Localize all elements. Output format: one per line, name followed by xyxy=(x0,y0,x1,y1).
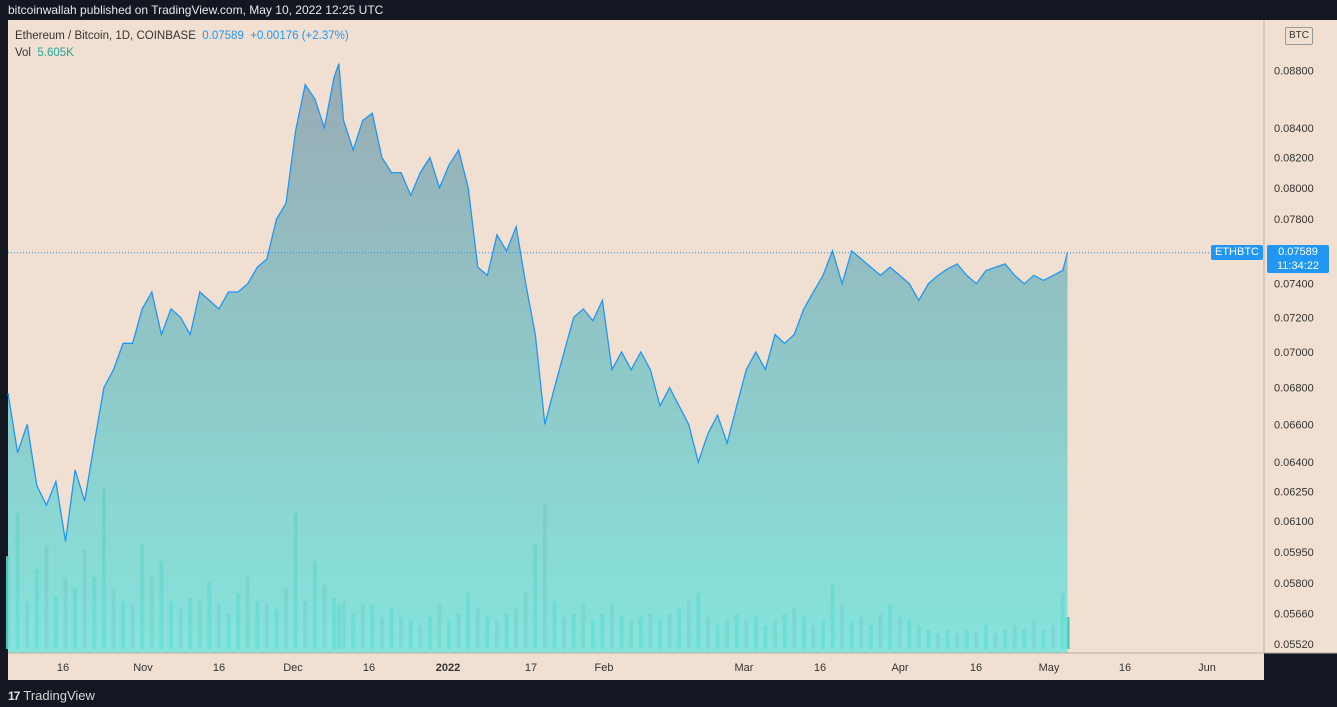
time-axis-background xyxy=(8,653,1264,680)
volume-legend[interactable]: Vol 5.605K xyxy=(15,47,74,59)
price-tick-label: 0.06400 xyxy=(1274,457,1314,469)
price-tick-label: 0.07800 xyxy=(1274,214,1314,226)
price-tick-label: 0.06600 xyxy=(1274,419,1314,431)
last-price-badge: 0.07589 11:34:22 xyxy=(1267,245,1329,273)
volume-value: 5.605K xyxy=(37,47,74,59)
price-tick-label: 0.06100 xyxy=(1274,516,1314,528)
time-tick-label: 2022 xyxy=(436,662,460,674)
price-tick-label: 0.05950 xyxy=(1274,547,1314,559)
price-tick-label: 0.08800 xyxy=(1274,66,1314,78)
price-tick-label: 0.08200 xyxy=(1274,153,1314,165)
currency-unit-button[interactable]: BTC xyxy=(1285,27,1313,45)
volume-label: Vol xyxy=(15,47,31,59)
price-tick-label: 0.06250 xyxy=(1274,486,1314,498)
price-axis-background xyxy=(1264,20,1337,653)
time-tick-label: Mar xyxy=(735,662,754,674)
brand-name: TradingView xyxy=(23,688,95,703)
price-tick-label: 0.05520 xyxy=(1274,639,1314,651)
last-price-badge-value: 0.07589 xyxy=(1278,246,1318,258)
time-tick-label: 16 xyxy=(970,662,982,674)
time-tick-label: May xyxy=(1039,662,1060,674)
time-tick-label: Dec xyxy=(283,662,303,674)
time-tick-label: 16 xyxy=(57,662,69,674)
time-tick-label: Nov xyxy=(133,662,153,674)
price-tick-label: 0.08000 xyxy=(1274,183,1314,195)
publisher-caption: bitcoinwallah published on TradingView.c… xyxy=(8,3,384,17)
symbol-badge: ETHBTC xyxy=(1211,245,1263,260)
price-tick-label: 0.07000 xyxy=(1274,347,1314,359)
time-tick-label: 16 xyxy=(213,662,225,674)
time-tick-label: 16 xyxy=(363,662,375,674)
time-tick-label: Feb xyxy=(595,662,614,674)
price-line xyxy=(7,63,1069,542)
price-tick-label: 0.06800 xyxy=(1274,383,1314,395)
price-tick-label: 0.05800 xyxy=(1274,578,1314,590)
time-tick-label: 16 xyxy=(1119,662,1131,674)
brand[interactable]: 17 TradingView xyxy=(8,688,95,703)
price-axis[interactable]: 0.08800 0.08400 0.08200 0.08000 0.07800 0.074… xyxy=(1274,66,1314,652)
time-axis[interactable]: 16 Nov 16 Dec 16 2022 17 Feb Mar 16 Apr 16 May 16 Jun xyxy=(57,662,1216,674)
left-frame xyxy=(0,20,8,681)
price-chart[interactable]: 0.08800 0.08400 0.08200 0.08000 0.07800 0.074… xyxy=(0,20,1337,681)
last-price-value: 0.07589 xyxy=(202,30,244,42)
price-tick-label: 0.07200 xyxy=(1274,312,1314,324)
price-change-value: +0.00176 (+2.37%) xyxy=(250,30,349,42)
time-tick-label: Jun xyxy=(1198,662,1216,674)
price-tick-label: 0.05660 xyxy=(1274,608,1314,620)
price-tick-label: 0.07400 xyxy=(1274,279,1314,291)
time-tick-label: 16 xyxy=(814,662,826,674)
symbol-legend[interactable]: Ethereum / Bitcoin, 1D, COINBASE 0.07589… xyxy=(15,30,349,42)
bar-countdown: 11:34:22 xyxy=(1276,260,1319,272)
tradingview-logo-icon: 17 xyxy=(8,688,20,703)
bottom-bar: 17 TradingView xyxy=(0,681,1337,707)
price-tick-label: 0.08400 xyxy=(1274,123,1314,135)
top-bar: bitcoinwallah published on TradingView.c… xyxy=(0,0,1337,20)
time-tick-label: 17 xyxy=(525,662,537,674)
symbol-title: Ethereum / Bitcoin, 1D, COINBASE xyxy=(15,30,196,42)
time-tick-label: Apr xyxy=(891,662,908,674)
